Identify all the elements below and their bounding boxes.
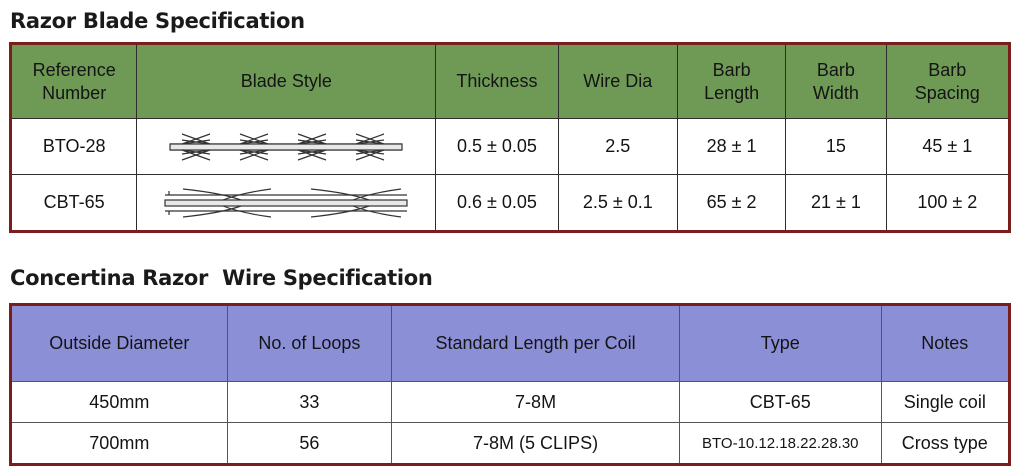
header-no-of-loops: No. of Loops	[227, 304, 393, 382]
concertina-wire-spec-title: Concertina Razor Wire Specification	[10, 266, 433, 290]
cell-standard-length: 7-8M	[391, 381, 680, 423]
table-row: 450mm 33 7-8M CBT-65 Single coil	[10, 381, 1010, 423]
cell-standard-length: 7-8M (5 CLIPS)	[391, 422, 680, 465]
table-header-row: Outside Diameter No. of Loops Standard L…	[10, 304, 1010, 382]
cell-barb-width: 21 ± 1	[785, 174, 887, 232]
cell-barb-length: 65 ± 2	[677, 174, 787, 232]
header-type: Type	[679, 304, 882, 382]
cell-no-of-loops: 56	[227, 422, 393, 465]
header-barb-length: Barb Length	[677, 43, 787, 119]
header-reference-number: Reference Number	[10, 43, 138, 119]
cell-blade-style	[136, 118, 437, 175]
cell-reference-number: BTO-28	[10, 118, 138, 175]
header-standard-length: Standard Length per Coil	[391, 304, 680, 382]
table-row: 700mm 56 7-8M (5 CLIPS) BTO-10.12.18.22.…	[10, 422, 1010, 465]
concertina-wire-spec-table: Outside Diameter No. of Loops Standard L…	[9, 303, 1011, 466]
cell-blade-style	[136, 174, 437, 232]
header-notes: Notes	[881, 304, 1010, 382]
cell-type: CBT-65	[679, 381, 882, 423]
header-outside-diameter: Outside Diameter	[10, 304, 228, 382]
table-row: BTO-28 0.5 ± 0.05 2.5 28	[10, 118, 1010, 175]
cell-wire-dia: 2.5 ± 0.1	[558, 174, 678, 232]
cell-barb-spacing: 100 ± 2	[886, 174, 1010, 232]
cell-notes: Cross type	[881, 422, 1010, 465]
header-barb-width: Barb Width	[785, 43, 887, 119]
razor-blade-spec-table: Reference Number Blade Style Thickness W…	[9, 42, 1011, 233]
cell-barb-width: 15	[785, 118, 887, 175]
cell-thickness: 0.6 ± 0.05	[435, 174, 559, 232]
cell-wire-dia: 2.5	[558, 118, 678, 175]
header-barb-spacing: Barb Spacing	[886, 43, 1010, 119]
header-blade-style: Blade Style	[136, 43, 437, 119]
table-row: CBT-65 0.6 ± 0.05 2.5 ± 0.1 65 ± 2 21 ± …	[10, 174, 1010, 232]
cell-reference-number: CBT-65	[10, 174, 138, 232]
header-wire-dia: Wire Dia	[558, 43, 678, 119]
cbt-65-blade-diagram-icon	[164, 187, 408, 218]
cell-thickness: 0.5 ± 0.05	[435, 118, 559, 175]
cell-outside-diameter: 700mm	[10, 422, 228, 465]
cell-type: BTO-10.12.18.22.28.30	[679, 422, 882, 465]
razor-blade-spec-title: Razor Blade Specification	[10, 9, 305, 33]
bto-28-blade-diagram-icon	[169, 132, 403, 161]
cell-barb-spacing: 45 ± 1	[886, 118, 1010, 175]
header-thickness: Thickness	[435, 43, 559, 119]
cell-outside-diameter: 450mm	[10, 381, 228, 423]
cell-no-of-loops: 33	[227, 381, 393, 423]
cell-notes: Single coil	[881, 381, 1010, 423]
cell-barb-length: 28 ± 1	[677, 118, 787, 175]
table-header-row: Reference Number Blade Style Thickness W…	[10, 43, 1010, 119]
